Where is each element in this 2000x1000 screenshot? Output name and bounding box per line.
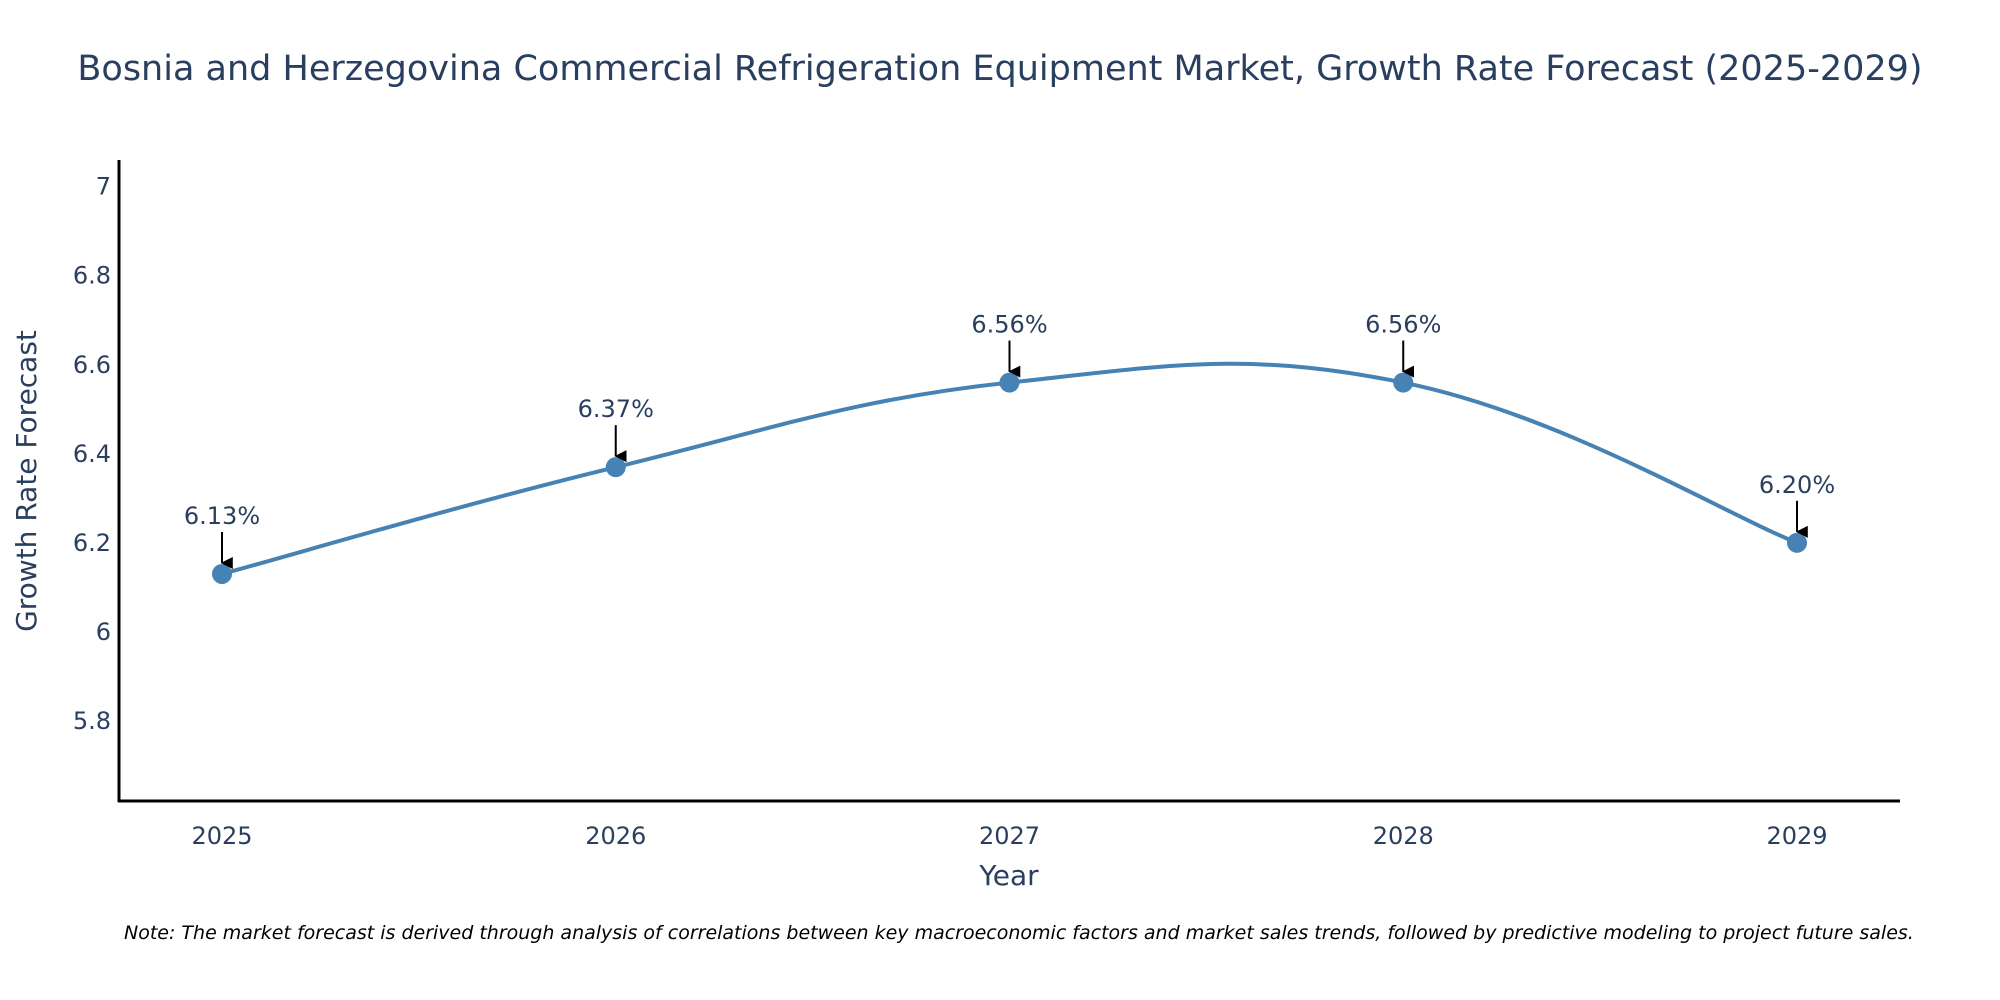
data-point-2029 bbox=[1787, 532, 1807, 553]
data-points bbox=[212, 372, 1807, 584]
x-tick-label: 2028 bbox=[1373, 822, 1434, 850]
x-tick-label: 2026 bbox=[585, 822, 646, 850]
data-label-2026: 6.37% bbox=[578, 395, 654, 423]
y-tick-label: 6.4 bbox=[73, 440, 111, 468]
y-axis-ticks: 5.8 6 6.2 6.4 6.6 6.8 7 bbox=[73, 173, 111, 735]
data-label-2025: 6.13% bbox=[184, 502, 260, 530]
data-annotations: 6.13% 6.37% 6.56% 6.56% 6.20% bbox=[184, 311, 1835, 569]
x-tick-label: 2029 bbox=[1766, 822, 1827, 850]
chart-title: Bosnia and Herzegovina Commercial Refrig… bbox=[77, 49, 1922, 89]
series-line bbox=[221, 361, 1798, 576]
data-label-2029: 6.20% bbox=[1759, 471, 1835, 499]
y-tick-label: 7 bbox=[96, 173, 111, 201]
x-axis-title: Year bbox=[978, 859, 1039, 892]
data-label-2027: 6.56% bbox=[971, 311, 1047, 339]
forecast-note: Note: The market forecast is derived thr… bbox=[124, 922, 1914, 944]
x-tick-label: 2025 bbox=[191, 822, 252, 850]
y-tick-label: 6.2 bbox=[73, 529, 111, 557]
x-axis-ticks: 2025 2026 2027 2028 2029 bbox=[191, 822, 1827, 850]
data-point-2027 bbox=[999, 372, 1020, 393]
data-label-2028: 6.56% bbox=[1365, 311, 1441, 339]
data-point-2025 bbox=[212, 563, 232, 584]
y-axis-title: Growth Rate Forecast bbox=[10, 330, 43, 632]
data-point-2026 bbox=[605, 457, 626, 478]
y-tick-label: 6.6 bbox=[73, 351, 111, 379]
y-tick-label: 5.8 bbox=[73, 707, 111, 735]
x-tick-label: 2027 bbox=[979, 822, 1040, 850]
data-point-2028 bbox=[1393, 372, 1414, 393]
y-tick-label: 6.8 bbox=[73, 262, 111, 290]
y-tick-label: 6 bbox=[96, 618, 111, 646]
